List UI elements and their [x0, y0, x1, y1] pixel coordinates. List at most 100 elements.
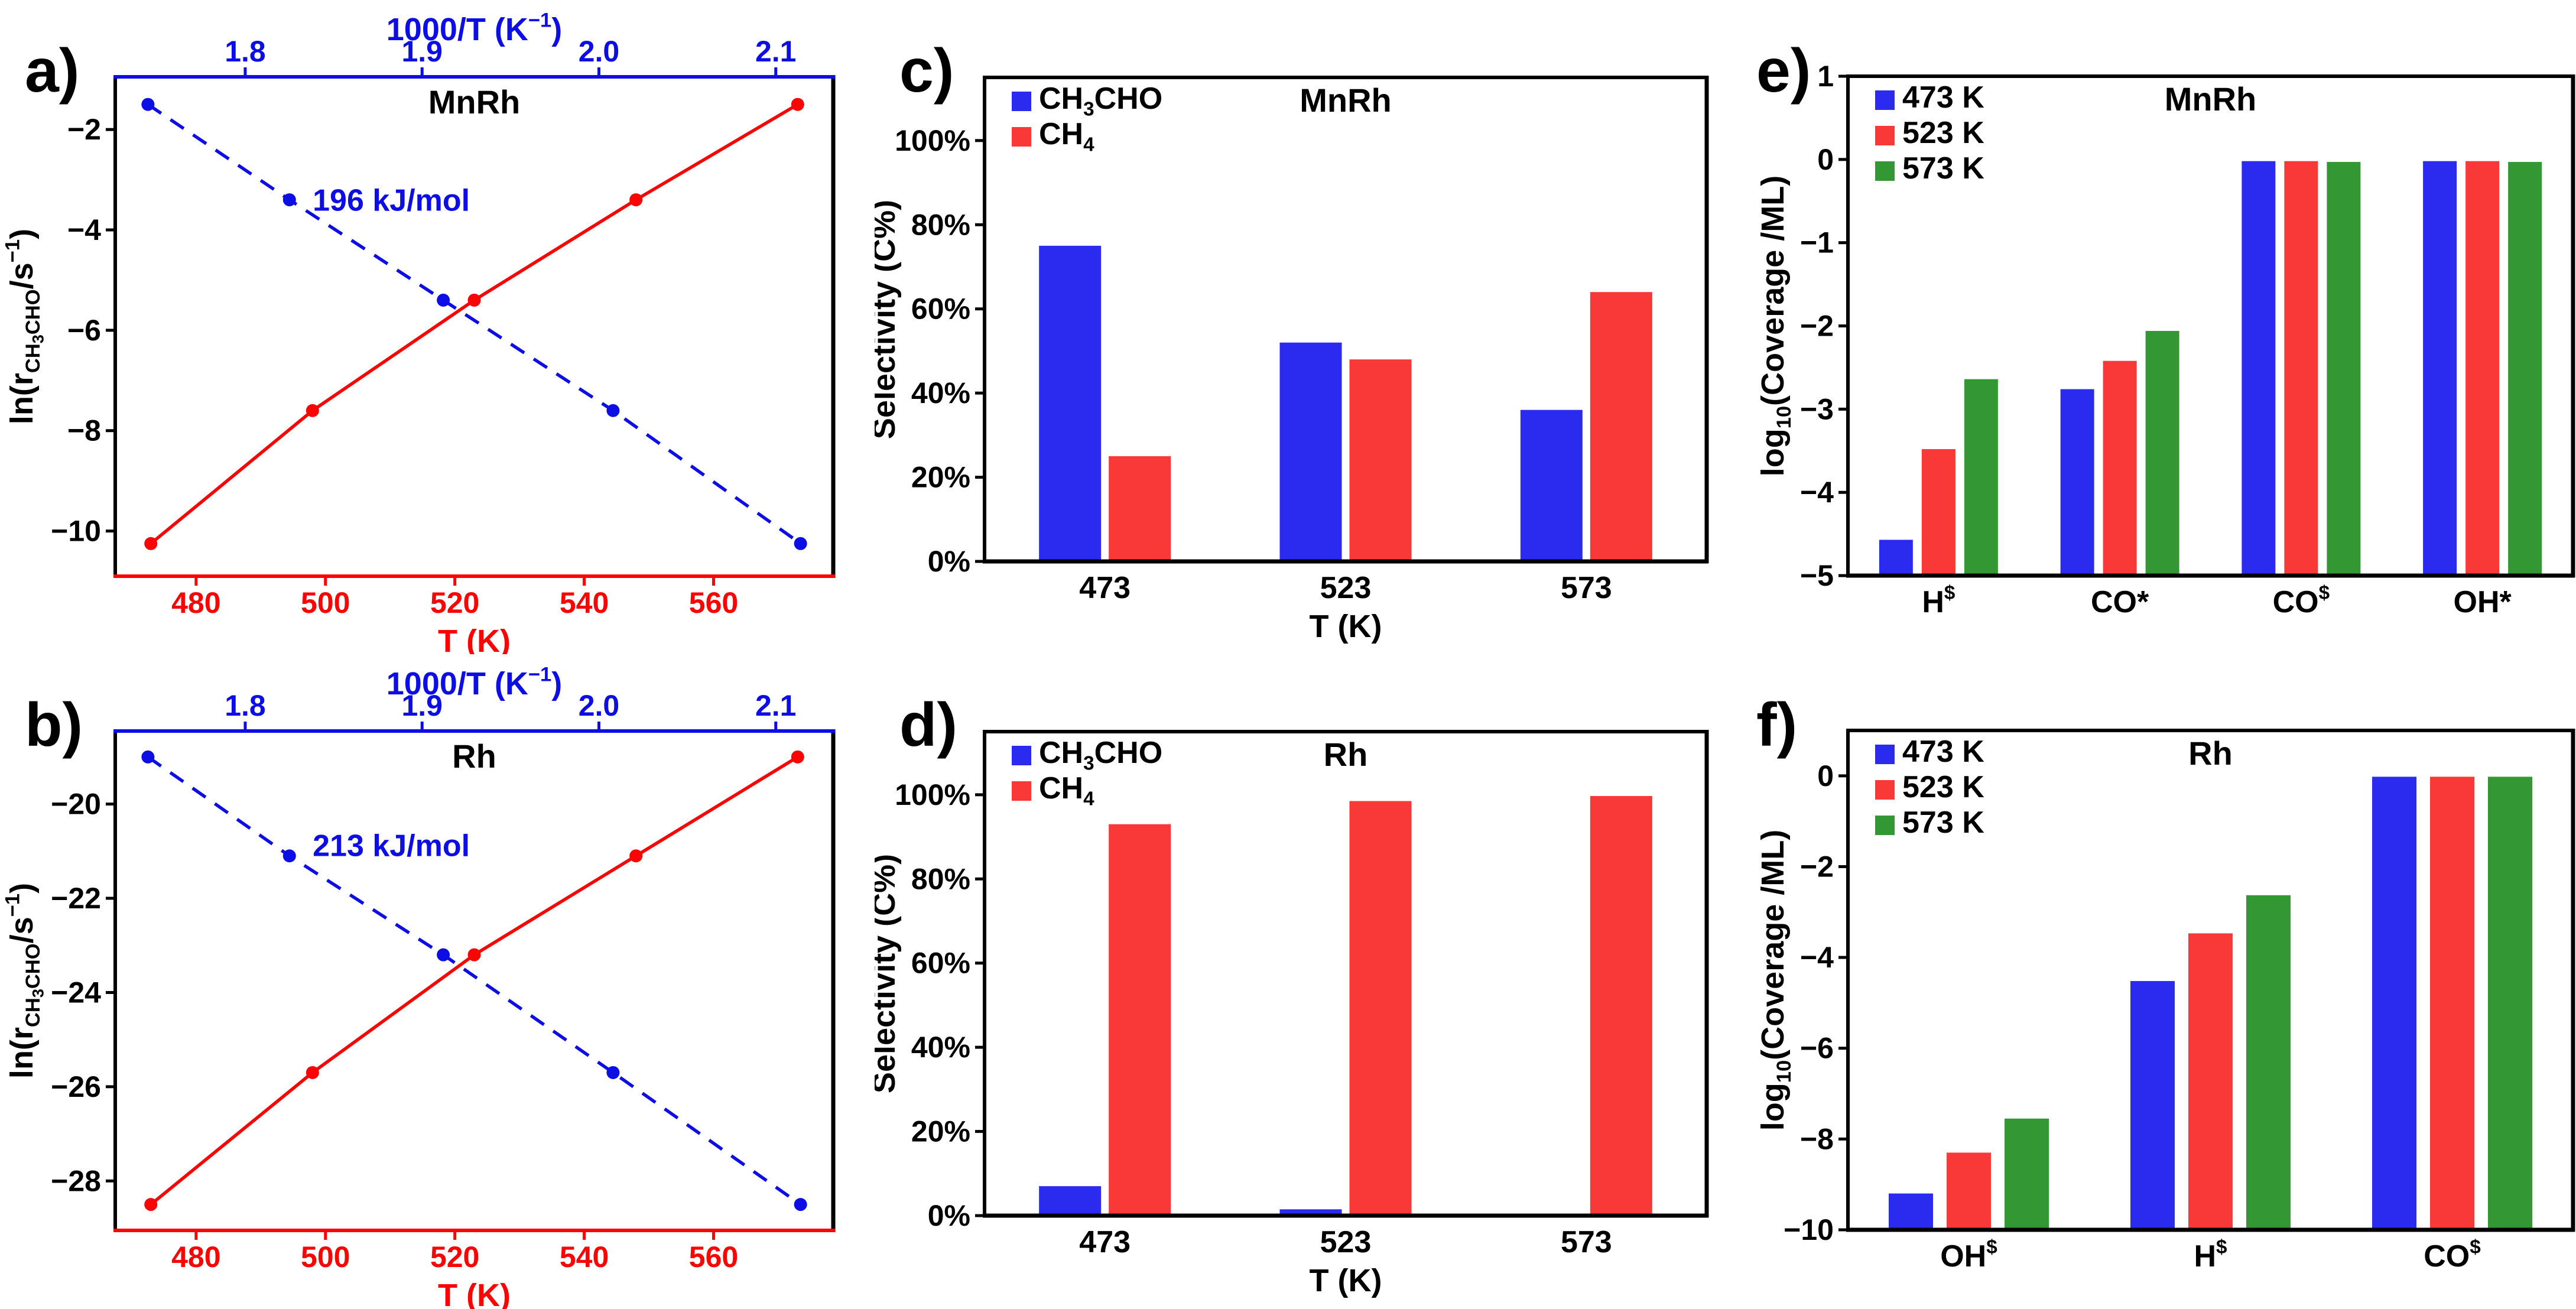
series-line-ln-rate-vs-T	[150, 755, 799, 1206]
legend-label: 473 K	[1902, 80, 1984, 115]
selectivity-chart-mnrh: 0% 20% 40% 60% 80% 100% 473 523 573 T (K) Selectiv…	[875, 76, 1709, 644]
coverage-chart-rh: 0 −2 −4 −6 −8 −10 OH$ H$ CO$ log10(Coverage /ML) R…	[1755, 729, 2575, 1274]
bar-CH3CHO-cat1	[1279, 342, 1342, 561]
chart-title: Rh	[452, 738, 496, 775]
bar-523K-cat3	[2465, 161, 2500, 576]
y-tick-label: −22	[51, 882, 101, 915]
legend-label: 573 K	[1902, 151, 1984, 186]
y-tick-label: 0	[1817, 759, 1834, 792]
x-tick-label: 560	[689, 1240, 738, 1274]
x-tick-label: 540	[560, 586, 609, 619]
bar-523K-cat2	[2430, 777, 2474, 1230]
data-point-ln-rate-vs-T	[467, 948, 481, 962]
bar-473K-cat0	[1889, 1193, 1933, 1230]
top-tick-label: 1.8	[225, 35, 266, 68]
data-point-ln-rate-vs-T	[144, 537, 158, 550]
data-point-ln-rate-vs-T	[791, 98, 804, 111]
bar-473K-cat3	[2423, 161, 2457, 576]
panel-label-e: e)	[1756, 37, 1811, 105]
bar-523K-cat2	[2284, 161, 2318, 576]
y-tick-label: 80%	[911, 862, 970, 895]
category-label: OH*	[2454, 585, 2512, 619]
y-tick-label: −10	[1784, 1213, 1834, 1246]
legend-swatch-2	[1875, 161, 1895, 181]
x-axis-title: T (K)	[1310, 609, 1382, 644]
top-tick-label: 2.1	[755, 689, 797, 722]
category-label: 523	[1320, 571, 1372, 605]
y-tick-label: −26	[51, 1070, 101, 1103]
legend-swatch-0	[1875, 745, 1895, 764]
selectivity-chart-rh: 0% 20% 40% 60% 80% 100% 473 523 573 T (K) Selectiv…	[875, 730, 1709, 1298]
legend-swatch-0	[1875, 90, 1895, 110]
category-label: H$	[1922, 582, 1955, 619]
y-axis-title: ln(rCH3CHO/s−1)	[1, 229, 47, 424]
bar-573K-cat0	[2005, 1118, 2049, 1230]
top-tick-label: 1.8	[225, 689, 266, 722]
category-label: 473	[1079, 571, 1131, 605]
data-point-ln-rate-vs-T	[306, 404, 319, 417]
y-tick-label: 0%	[928, 1199, 970, 1232]
x-axis-title: T (K)	[1310, 1263, 1382, 1298]
chart-title: Rh	[1324, 736, 1368, 773]
top-tick-label: 2.1	[755, 35, 797, 68]
legend-swatch-1	[1875, 780, 1895, 800]
data-point-ln-rate-vs-T	[306, 1066, 319, 1079]
panel-b: 480 500 520 540 560 1.8 1.9 2.0 2.1 −20 −22 −24 −26 −…	[0, 654, 875, 1309]
data-point-ln-rate-vs-1000-over-T	[794, 537, 807, 550]
legend-label: CH3CHO	[1039, 736, 1162, 774]
category-label: CO$	[2273, 582, 2330, 619]
legend-label: CH3CHO	[1039, 82, 1162, 120]
y-tick-label: −2	[1800, 310, 1834, 343]
y-axis-title: log10(Coverage /ML)	[1755, 176, 1795, 476]
data-point-ln-rate-vs-T	[629, 193, 643, 207]
legend-label: 573 K	[1902, 805, 1984, 840]
bar-CH4-cat2	[1590, 795, 1652, 1216]
legend-swatch-1	[1012, 781, 1031, 801]
coverage-chart-mnrh: 1 0 −1 −2 −3 −4 −5 H$ CO* CO$ OH* log10(Coverage /M…	[1755, 60, 2575, 619]
category-label: 523	[1320, 1225, 1372, 1259]
panel-d: 0% 20% 40% 60% 80% 100% 473 523 573 T (K) Selectiv…	[875, 654, 1732, 1309]
panel-a: 480 500 520 540 560 1.8 1.9 2.0 2.1 −2 −4 −6 −8 −10 T …	[0, 0, 875, 654]
bar-573K-cat3	[2508, 162, 2542, 576]
y-tick-label: −8	[67, 414, 101, 447]
y-tick-label: 20%	[911, 1115, 970, 1148]
bar-CH3CHO-cat0	[1039, 245, 1102, 561]
y-tick-label: −8	[1800, 1122, 1834, 1155]
y-tick-label: −2	[1800, 850, 1834, 883]
legend-swatch-0	[1012, 746, 1031, 765]
data-point-ln-rate-vs-1000-over-T	[141, 750, 155, 764]
bar-473K-cat0	[1879, 540, 1913, 576]
panel-label-b: b)	[25, 691, 83, 759]
x-tick-label: 480	[171, 586, 220, 619]
panel-c: 0% 20% 40% 60% 80% 100% 473 523 573 T (K) Selectiv…	[875, 0, 1732, 654]
data-point-ln-rate-vs-1000-over-T	[606, 404, 620, 417]
x-tick-label: 520	[430, 586, 479, 619]
y-tick-label: 60%	[911, 947, 970, 980]
panel-label-c: c)	[899, 37, 954, 105]
chart-title: MnRh	[428, 83, 521, 121]
bar-CH4-cat1	[1349, 359, 1412, 561]
legend-label: 473 K	[1902, 735, 1984, 769]
category-label: 573	[1561, 1225, 1612, 1259]
x-tick-label: 560	[689, 586, 738, 619]
panel-label-a: a)	[25, 37, 80, 105]
series-line-ln-rate-vs-1000-over-T	[147, 755, 802, 1206]
legend-swatch-1	[1012, 127, 1031, 147]
bar-473K-cat2	[2242, 161, 2276, 576]
chart-title: Rh	[2188, 735, 2233, 772]
data-point-ln-rate-vs-1000-over-T	[794, 1198, 807, 1211]
legend-label: CH4	[1039, 117, 1094, 155]
arrhenius-chart-mnrh: 480 500 520 540 560 1.8 1.9 2.0 2.1 −2 −4 −6 −8 −10 T …	[1, 9, 836, 654]
category-label: CO*	[2091, 585, 2149, 619]
y-tick-label: 100%	[895, 778, 970, 811]
bar-CH3CHO-cat2	[1520, 410, 1583, 561]
bar-523K-cat0	[1921, 449, 1955, 576]
chart-title: MnRh	[1300, 82, 1392, 119]
y-tick-label: 0%	[928, 545, 970, 578]
legend-swatch-0	[1012, 92, 1031, 111]
bar-523K-cat1	[2103, 360, 2137, 576]
bar-523K-cat1	[2188, 933, 2233, 1230]
y-tick-label: −28	[51, 1164, 101, 1197]
x-axis-title: T (K)	[438, 623, 511, 654]
